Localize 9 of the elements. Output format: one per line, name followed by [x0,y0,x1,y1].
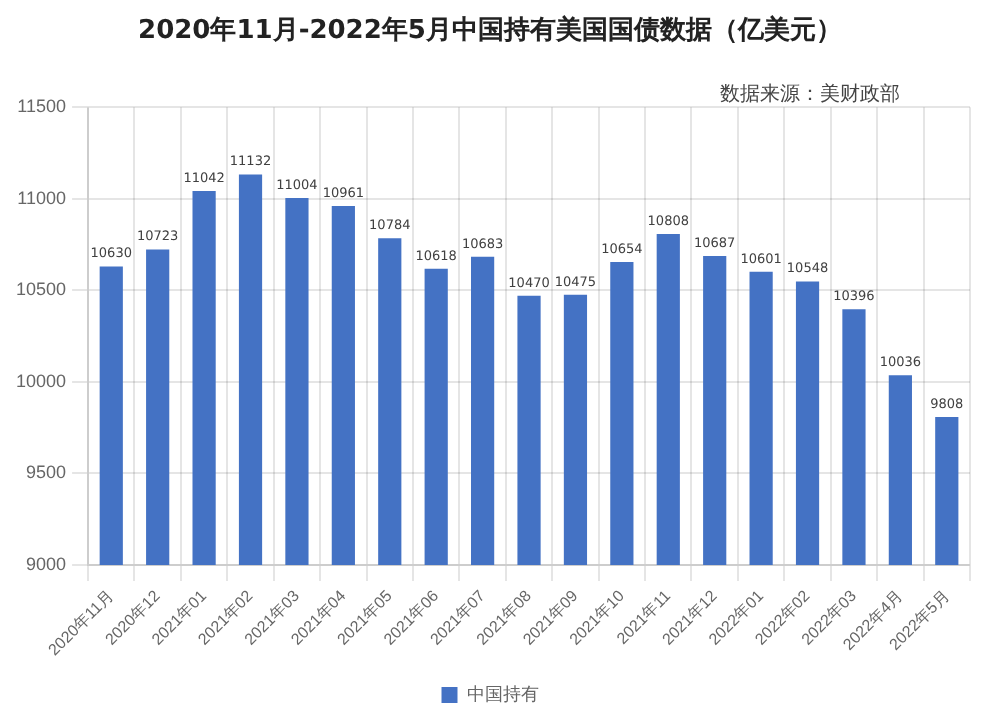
y-tick-label: 10000 [15,370,67,391]
source-note: 数据来源：美财政部 [720,81,900,108]
y-tick-label: 11000 [17,187,67,208]
y-tick-label: 10500 [15,279,67,300]
y-tick-label: 11500 [17,96,67,117]
legend-label: 中国持有 [466,683,539,704]
y-tick-label: 9000 [25,553,67,574]
y-tick-label: 9500 [25,462,67,483]
chart-title: 2020年11月-2022年5月中国持有美国国债数据（亿美元） [138,14,842,47]
